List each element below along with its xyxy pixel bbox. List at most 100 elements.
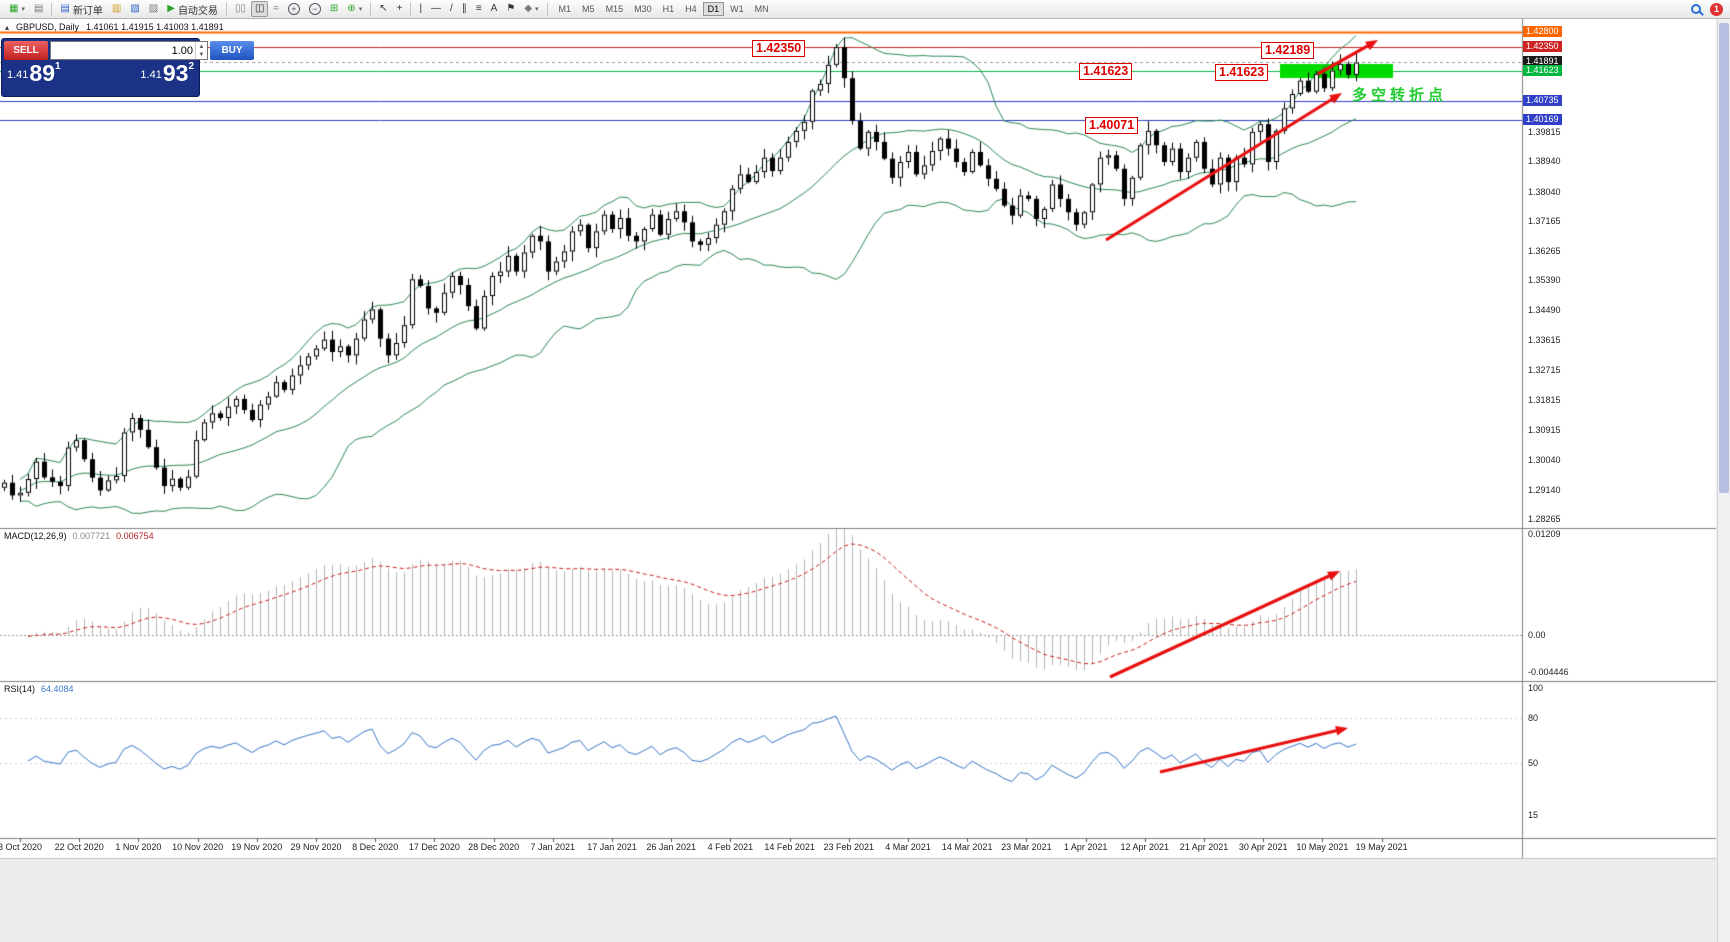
timeframe-m15-button[interactable]: M15 <box>605 4 624 14</box>
autotrading-button[interactable]: ▶ 自动交易 <box>163 1 222 17</box>
shapes-tool-button[interactable]: ◆ ▾ <box>520 1 542 17</box>
timeframe-h4-button[interactable]: H4 <box>685 4 697 14</box>
cursor-tool-button[interactable]: ↖ <box>375 1 391 17</box>
navigator-icon: ▧ <box>130 3 140 14</box>
annotation-price-label[interactable]: 1.40071 <box>1085 117 1139 134</box>
macd-signal-value: 0.006754 <box>116 531 154 541</box>
label-tool-button[interactable]: ⚑ <box>502 1 519 17</box>
one-click-trade-panel: SELL ▲ ▼ BUY 1.41 89 1 1.41 93 2 <box>1 38 254 97</box>
timeframe-w1-button[interactable]: W1 <box>730 4 744 14</box>
annotation-price-label[interactable]: 1.41623 <box>1215 64 1269 81</box>
tile-windows-button[interactable]: ⊞ <box>326 1 342 17</box>
macd-axis-label: 0.00 <box>1528 629 1546 640</box>
line-chart-icon: ≈ <box>273 3 279 14</box>
annotation-price-label[interactable]: 1.42189 <box>1261 42 1315 59</box>
crosshair-icon: + <box>396 3 403 14</box>
macd-main-value: 0.007721 <box>72 531 111 541</box>
label-tool-icon: ⚑ <box>506 3 516 14</box>
cursor-icon: ↖ <box>379 3 388 14</box>
new-chart-button[interactable]: ▦ ▾ <box>5 1 29 17</box>
scrollbar-thumb[interactable] <box>1719 23 1729 493</box>
timeframe-h1-button[interactable]: H1 <box>662 4 675 14</box>
indicators-icon: ⊕ <box>347 3 356 14</box>
volume-input[interactable] <box>51 42 195 59</box>
time-axis-label: 21 Apr 2021 <box>1179 842 1229 852</box>
vertical-scrollbar[interactable] <box>1717 19 1730 942</box>
zoom-out-button[interactable]: − <box>305 1 325 17</box>
timeframe-m30-button[interactable]: M30 <box>634 4 652 14</box>
buy-button[interactable]: BUY <box>210 41 254 60</box>
toolbar-separator <box>546 2 548 16</box>
chart-symbol-period: GBPUSD, Daily <box>16 22 80 32</box>
horizontal-line-icon: — <box>431 3 442 14</box>
price-axis-tag: 1.40169 <box>1523 114 1562 126</box>
profiles-icon: ▤ <box>33 3 44 14</box>
volume-decrease-icon[interactable]: ▼ <box>198 51 205 58</box>
price-axis-label: 1.36265 <box>1528 245 1561 256</box>
time-axis-label: 1 Nov 2020 <box>115 842 162 852</box>
rsi-axis-label: 80 <box>1528 712 1539 723</box>
price-axis-label: 1.28265 <box>1528 514 1561 525</box>
time-axis-label: 7 Jan 2021 <box>530 842 576 852</box>
trendline-icon: / <box>450 3 453 14</box>
time-axis-label: 14 Feb 2021 <box>764 842 815 852</box>
notification-badge[interactable]: 1 <box>1710 2 1723 16</box>
channel-tool-button[interactable]: ∥ <box>458 1 471 17</box>
new-order-button[interactable]: ▤ 新订单 <box>56 1 106 17</box>
price-axis-label: 1.38940 <box>1528 156 1561 167</box>
time-axis-label: 4 Feb 2021 <box>707 842 754 852</box>
sell-price: 1.41 89 1 <box>7 61 61 86</box>
bar-chart-button[interactable]: ▯▯ <box>231 1 250 17</box>
rsi-value: 64.4084 <box>41 684 74 694</box>
candlestick-chart-icon: ◫ <box>254 3 265 14</box>
autotrading-label: 自动交易 <box>177 5 218 17</box>
autotrading-play-icon: ▶ <box>167 3 175 14</box>
text-tool-button[interactable]: A <box>487 1 502 17</box>
shapes-icon: ◆ <box>524 3 533 14</box>
time-axis-label: 26 Jan 2021 <box>646 842 696 852</box>
timeframe-mn-button[interactable]: MN <box>754 4 769 14</box>
sell-button[interactable]: SELL <box>4 41 48 60</box>
toolbar-separator <box>225 2 227 16</box>
new-order-label: 新订单 <box>72 5 103 17</box>
timeframe-m1-button[interactable]: M1 <box>558 4 572 14</box>
profiles-button[interactable]: ▤ <box>30 1 47 17</box>
annotation-price-label[interactable]: 1.41623 <box>1079 63 1133 80</box>
annotation-price-label[interactable]: 1.42350 <box>752 40 806 57</box>
vertical-line-tool-button[interactable]: | <box>415 1 426 17</box>
timeframe-d1-button[interactable]: D1 <box>702 2 725 16</box>
navigator-button[interactable]: ▧ <box>126 1 143 17</box>
macd-indicator-label: MACD(12,26,9) 0.007721 0.006754 <box>4 531 154 541</box>
rsi-axis-label: 50 <box>1528 757 1539 768</box>
toolbar-separator <box>51 2 53 16</box>
time-axis-label: 3 Oct 2020 <box>0 842 43 852</box>
price-axis-label: 1.33615 <box>1528 334 1561 345</box>
volume-increase-icon[interactable]: ▲ <box>198 43 205 50</box>
rsi-indicator-label: RSI(14) 64.4084 <box>4 684 74 694</box>
trendline-tool-button[interactable]: / <box>446 1 457 17</box>
buy-price-big: 93 <box>162 60 189 86</box>
price-axis-label: 1.39815 <box>1528 127 1561 138</box>
time-axis-label: 8 Dec 2020 <box>352 842 399 852</box>
search-icon[interactable] <box>1691 4 1701 14</box>
time-axis-label: 17 Dec 2020 <box>408 842 460 852</box>
rsi-axis-label: 100 <box>1528 683 1544 693</box>
one-click-collapse-icon[interactable]: ▴ <box>5 22 10 32</box>
zoom-in-button[interactable]: + <box>284 1 304 17</box>
line-chart-button[interactable]: ≈ <box>269 1 283 17</box>
price-axis-label: 1.30040 <box>1528 454 1561 465</box>
time-axis-label: 12 Apr 2021 <box>1120 842 1170 852</box>
annotation-trend-note[interactable]: 多空转折点 <box>1352 87 1448 104</box>
crosshair-tool-button[interactable]: + <box>393 1 407 17</box>
fibonacci-tool-button[interactable]: ≡ <box>472 1 486 17</box>
alerts-button[interactable]: ▨ <box>145 1 162 17</box>
indicators-button[interactable]: ⊕ ▾ <box>343 1 366 17</box>
time-axis-label: 22 Oct 2020 <box>54 842 104 852</box>
market-watch-button[interactable]: ▥ <box>108 1 125 17</box>
timeframe-m5-button[interactable]: M5 <box>582 4 595 14</box>
horizontal-line-tool-button[interactable]: — <box>427 1 445 17</box>
candlestick-chart-button[interactable]: ◫ <box>250 1 269 17</box>
